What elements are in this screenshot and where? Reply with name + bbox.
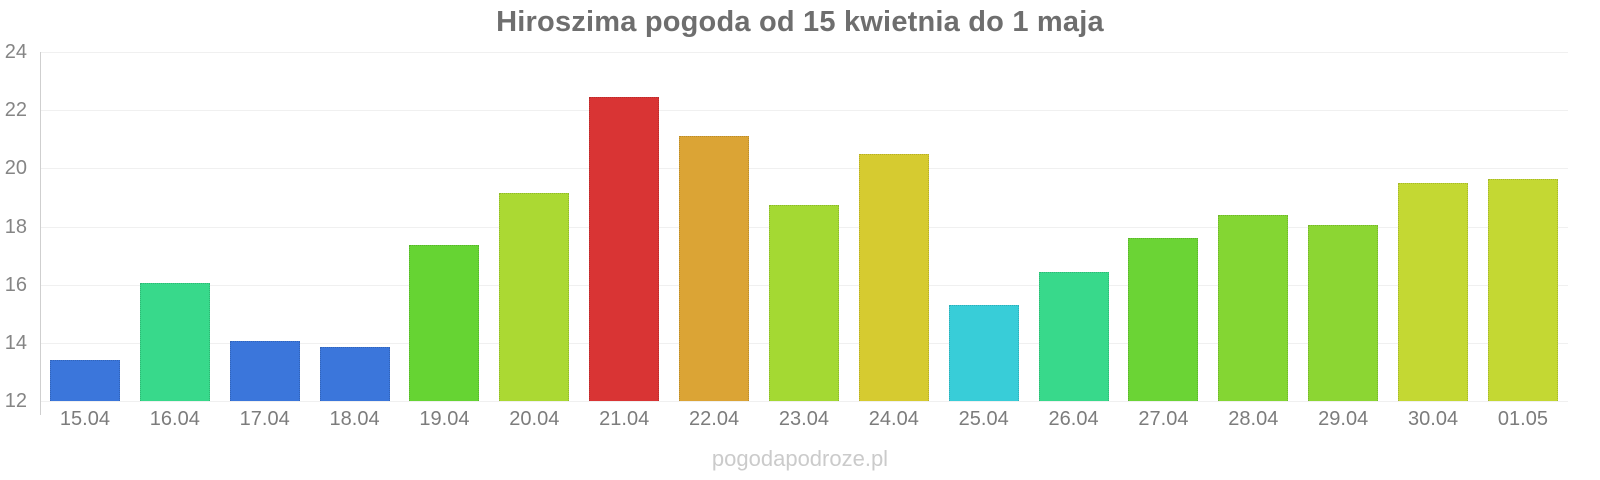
y-tick-label: 20 xyxy=(4,157,27,180)
bar-column xyxy=(579,52,669,401)
bar[interactable] xyxy=(1487,178,1558,401)
x-tick-label: 01.05 xyxy=(1497,408,1548,430)
x-tick-label: 23.04 xyxy=(778,408,829,430)
x-tick-label: 30.04 xyxy=(1408,408,1459,430)
x-tick-label: 22.04 xyxy=(689,408,740,430)
bar-column xyxy=(1478,52,1568,401)
x-tick-label: 24.04 xyxy=(868,408,919,430)
gridline xyxy=(40,168,1568,170)
gridline xyxy=(40,401,1568,402)
x-tick-label: 15.04 xyxy=(59,408,110,430)
x-tick-label: 27.04 xyxy=(1138,408,1189,430)
bar-column xyxy=(489,52,579,401)
watermark: pogodapodroze.pl xyxy=(711,446,889,471)
bar-column xyxy=(1298,52,1388,401)
bar-column xyxy=(40,52,130,401)
x-tick-label: 18.04 xyxy=(329,408,380,430)
bar-column xyxy=(130,52,220,401)
bar[interactable] xyxy=(948,305,1019,401)
bar[interactable] xyxy=(1398,182,1469,401)
x-tick-label: 19.04 xyxy=(419,408,470,430)
x-tick-label: 29.04 xyxy=(1318,408,1369,430)
bar-column xyxy=(400,52,490,401)
bar[interactable] xyxy=(319,347,390,401)
x-axis-labels: 15.04 16.04 17.04 18.04 19.04 20.04 21.04 22.04… xyxy=(40,408,1568,431)
x-tick-label: 21.04 xyxy=(599,408,650,430)
x-tick-label: 28.04 xyxy=(1228,408,1279,430)
x-tick-label: 25.04 xyxy=(958,408,1009,430)
x-tick-label: 17.04 xyxy=(239,408,290,430)
y-tick-label: 22 xyxy=(4,99,27,122)
bar-column xyxy=(669,52,759,401)
y-tick-label: 24 xyxy=(4,41,27,63)
bar-column xyxy=(220,52,310,401)
bar[interactable] xyxy=(768,204,839,401)
bar-column xyxy=(849,52,939,401)
bar-column xyxy=(1119,52,1209,401)
y-tick-label: 18 xyxy=(4,215,27,238)
bar-column xyxy=(1208,52,1298,401)
chart-title: Hiroszima pogoda od 15 kwietnia do 1 maj… xyxy=(496,6,1104,38)
bar[interactable] xyxy=(679,136,750,401)
bar[interactable] xyxy=(139,283,210,401)
x-tick-label: 26.04 xyxy=(1048,408,1099,430)
bar[interactable] xyxy=(499,193,570,401)
bar-column xyxy=(1029,52,1119,401)
plot-area xyxy=(40,52,1568,402)
bar-column xyxy=(759,52,849,401)
bar[interactable] xyxy=(1218,214,1289,401)
gridline xyxy=(40,110,1568,112)
bar[interactable] xyxy=(1308,225,1379,401)
bars-row xyxy=(40,52,1568,401)
y-axis-labels: 12 14 16 18 20 22 24 xyxy=(0,42,33,411)
bar[interactable] xyxy=(229,341,300,401)
bar[interactable] xyxy=(49,360,120,401)
y-tick-label: 12 xyxy=(4,390,27,412)
bar-column xyxy=(939,52,1029,401)
x-tick-label: 20.04 xyxy=(509,408,560,430)
x-tick-label: 16.04 xyxy=(149,408,200,430)
bar[interactable] xyxy=(409,245,480,401)
bar[interactable] xyxy=(589,97,660,401)
y-axis-line xyxy=(40,52,41,415)
y-tick-label: 16 xyxy=(4,273,27,296)
gridline xyxy=(40,52,1568,53)
bar-column xyxy=(1388,52,1478,401)
bar[interactable] xyxy=(858,153,929,401)
bar-column xyxy=(310,52,400,401)
y-tick-label: 14 xyxy=(4,331,27,354)
bar[interactable] xyxy=(1128,238,1199,401)
bar[interactable] xyxy=(1038,271,1109,401)
